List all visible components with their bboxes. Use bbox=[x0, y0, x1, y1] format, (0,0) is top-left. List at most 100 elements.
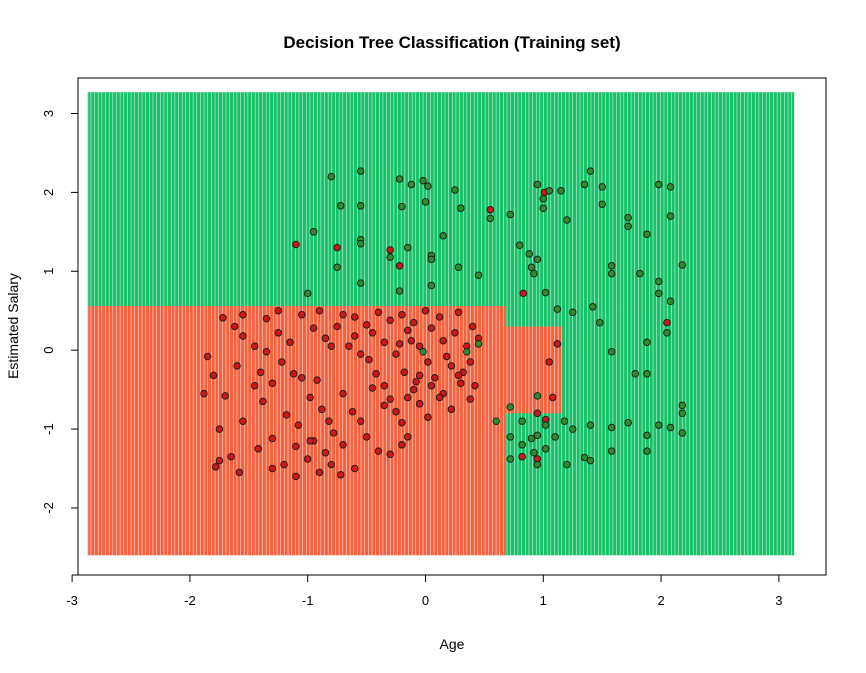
point-purchased bbox=[506, 210, 515, 219]
y-tick-label: 0 bbox=[41, 347, 56, 354]
point-purchased bbox=[541, 288, 550, 297]
point-not-purchased bbox=[298, 374, 306, 382]
point-purchased bbox=[533, 431, 542, 440]
point-purchased bbox=[607, 269, 616, 278]
point-not-purchased bbox=[368, 329, 377, 337]
point-not-purchased bbox=[274, 306, 283, 315]
point-not-purchased bbox=[415, 400, 424, 408]
point-purchased bbox=[598, 183, 606, 191]
point-not-purchased bbox=[395, 340, 404, 348]
point-not-purchased bbox=[368, 384, 377, 392]
point-purchased bbox=[333, 263, 341, 272]
point-not-purchased bbox=[392, 407, 400, 416]
point-purchased bbox=[568, 425, 577, 433]
point-not-purchased bbox=[351, 332, 359, 340]
point-not-purchased bbox=[329, 429, 338, 437]
point-purchased bbox=[386, 253, 394, 261]
point-purchased bbox=[486, 214, 495, 223]
point-not-purchased bbox=[356, 417, 365, 425]
point-not-purchased bbox=[333, 322, 341, 331]
x-axis: -3 -2 -1 0 1 2 3 bbox=[66, 574, 782, 608]
point-not-purchased bbox=[235, 468, 244, 477]
point-purchased bbox=[506, 403, 515, 411]
x-axis-label: Age bbox=[440, 636, 465, 652]
point-not-purchased bbox=[239, 332, 247, 340]
point-not-purchased bbox=[239, 310, 247, 319]
point-purchased bbox=[563, 216, 571, 224]
point-not-purchased bbox=[533, 409, 542, 418]
point-purchased bbox=[541, 445, 550, 453]
point-not-purchased bbox=[321, 448, 330, 457]
point-not-purchased bbox=[427, 324, 436, 332]
point-not-purchased bbox=[351, 464, 359, 473]
point-purchased bbox=[598, 200, 606, 208]
point-not-purchased bbox=[309, 324, 318, 332]
point-not-purchased bbox=[292, 442, 300, 451]
point-purchased bbox=[607, 262, 616, 270]
point-purchased bbox=[596, 318, 604, 327]
point-purchased bbox=[607, 423, 616, 432]
point-not-purchased bbox=[407, 336, 416, 345]
point-purchased bbox=[451, 186, 459, 194]
point-not-purchased bbox=[372, 370, 380, 378]
point-not-purchased bbox=[404, 326, 412, 335]
x-tick-label: -1 bbox=[302, 593, 314, 608]
point-not-purchased bbox=[215, 456, 224, 465]
x-tick-label: -2 bbox=[184, 593, 196, 608]
point-purchased bbox=[607, 447, 616, 455]
point-not-purchased bbox=[454, 308, 463, 317]
point-not-purchased bbox=[298, 310, 306, 319]
point-not-purchased bbox=[431, 374, 439, 382]
point-not-purchased bbox=[386, 395, 394, 403]
point-purchased bbox=[678, 409, 687, 418]
point-purchased bbox=[553, 305, 562, 313]
point-not-purchased bbox=[386, 246, 394, 254]
x-tick-label: 1 bbox=[540, 593, 547, 608]
point-not-purchased bbox=[392, 350, 400, 358]
point-not-purchased bbox=[412, 377, 420, 386]
region-not-purchased-1 bbox=[87, 305, 506, 556]
point-not-purchased bbox=[518, 452, 526, 461]
point-not-purchased bbox=[306, 393, 314, 402]
point-purchased bbox=[533, 392, 542, 400]
point-not-purchased bbox=[395, 262, 404, 270]
point-not-purchased bbox=[233, 362, 241, 370]
point-not-purchased bbox=[374, 447, 383, 455]
point-not-purchased bbox=[447, 405, 456, 414]
point-not-purchased bbox=[209, 371, 218, 380]
x-tick-label: 3 bbox=[775, 593, 782, 608]
point-purchased bbox=[439, 232, 447, 240]
point-purchased bbox=[643, 370, 651, 378]
point-purchased bbox=[678, 401, 687, 410]
point-not-purchased bbox=[239, 417, 247, 425]
point-purchased bbox=[424, 182, 432, 190]
point-purchased bbox=[586, 421, 595, 429]
point-purchased bbox=[654, 277, 663, 286]
point-purchased bbox=[454, 263, 463, 272]
point-purchased bbox=[533, 255, 542, 264]
point-not-purchased bbox=[380, 401, 389, 410]
point-not-purchased bbox=[380, 381, 389, 390]
point-not-purchased bbox=[303, 455, 312, 463]
point-purchased bbox=[395, 175, 404, 183]
point-purchased bbox=[643, 447, 651, 455]
grid-stripes bbox=[87, 92, 792, 556]
point-not-purchased bbox=[268, 379, 277, 388]
point-purchased bbox=[404, 243, 412, 252]
point-purchased bbox=[457, 204, 465, 212]
point-not-purchased bbox=[259, 397, 267, 406]
point-not-purchased bbox=[457, 379, 465, 388]
point-not-purchased bbox=[442, 352, 451, 361]
point-not-purchased bbox=[333, 243, 341, 252]
point-purchased bbox=[568, 308, 577, 317]
point-not-purchased bbox=[424, 413, 432, 421]
point-not-purchased bbox=[471, 381, 479, 390]
data-points bbox=[200, 167, 687, 481]
point-purchased bbox=[427, 281, 436, 290]
point-purchased bbox=[462, 347, 471, 356]
point-purchased bbox=[666, 423, 675, 432]
point-not-purchased bbox=[374, 308, 383, 317]
point-purchased bbox=[557, 187, 565, 195]
point-not-purchased bbox=[386, 450, 394, 459]
point-not-purchased bbox=[439, 336, 447, 345]
